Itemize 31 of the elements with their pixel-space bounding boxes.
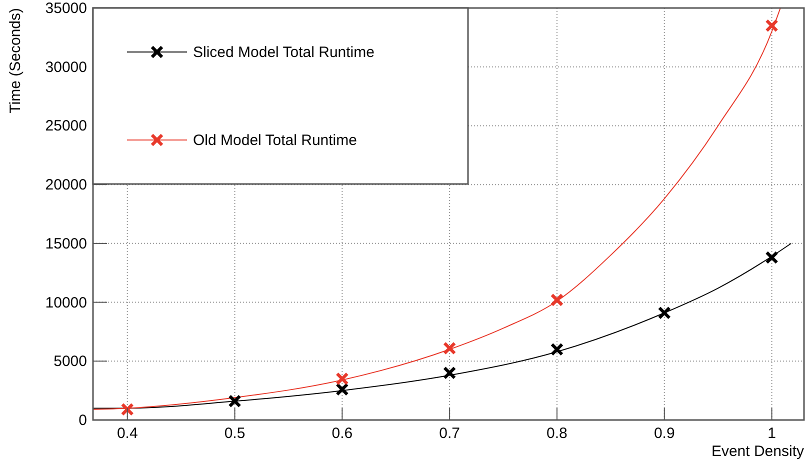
y-tick-label: 10000 — [45, 294, 87, 312]
y-tick-label: 5000 — [54, 353, 87, 370]
y-axis-title: Time (Seconds) — [7, 8, 24, 114]
x-tick-label: 0.4 — [116, 425, 138, 442]
legend-label: Sliced Model Total Runtime — [193, 44, 374, 61]
point — [228, 394, 242, 408]
point — [120, 402, 134, 416]
point — [442, 342, 456, 355]
y-tick-label: 30000 — [45, 58, 87, 76]
point — [765, 19, 778, 32]
point — [336, 382, 349, 396]
x-axis-title: Event Density — [711, 443, 804, 460]
x-tick-label: 0.5 — [224, 425, 246, 442]
y-tick-label: 0 — [78, 412, 87, 429]
point — [765, 250, 778, 264]
x-tick-label: 0.6 — [332, 425, 353, 442]
point — [336, 372, 349, 386]
y-tick-label: 15000 — [45, 235, 87, 252]
point — [442, 366, 456, 380]
point — [658, 306, 671, 320]
x-tick-label: 1 — [768, 425, 776, 442]
y-tick-label: 25000 — [45, 118, 87, 135]
x-tick-label: 0.8 — [546, 425, 568, 442]
legend-label: Old Model Total Runtime — [193, 132, 357, 149]
y-tick-label: 20000 — [45, 176, 87, 194]
x-tick-label: 0.9 — [654, 425, 675, 442]
y-tick-label: 35000 — [45, 0, 87, 17]
point — [550, 293, 564, 307]
line-series — [93, 242, 792, 409]
x-tick-label: 0.7 — [439, 425, 460, 442]
point — [550, 342, 564, 356]
